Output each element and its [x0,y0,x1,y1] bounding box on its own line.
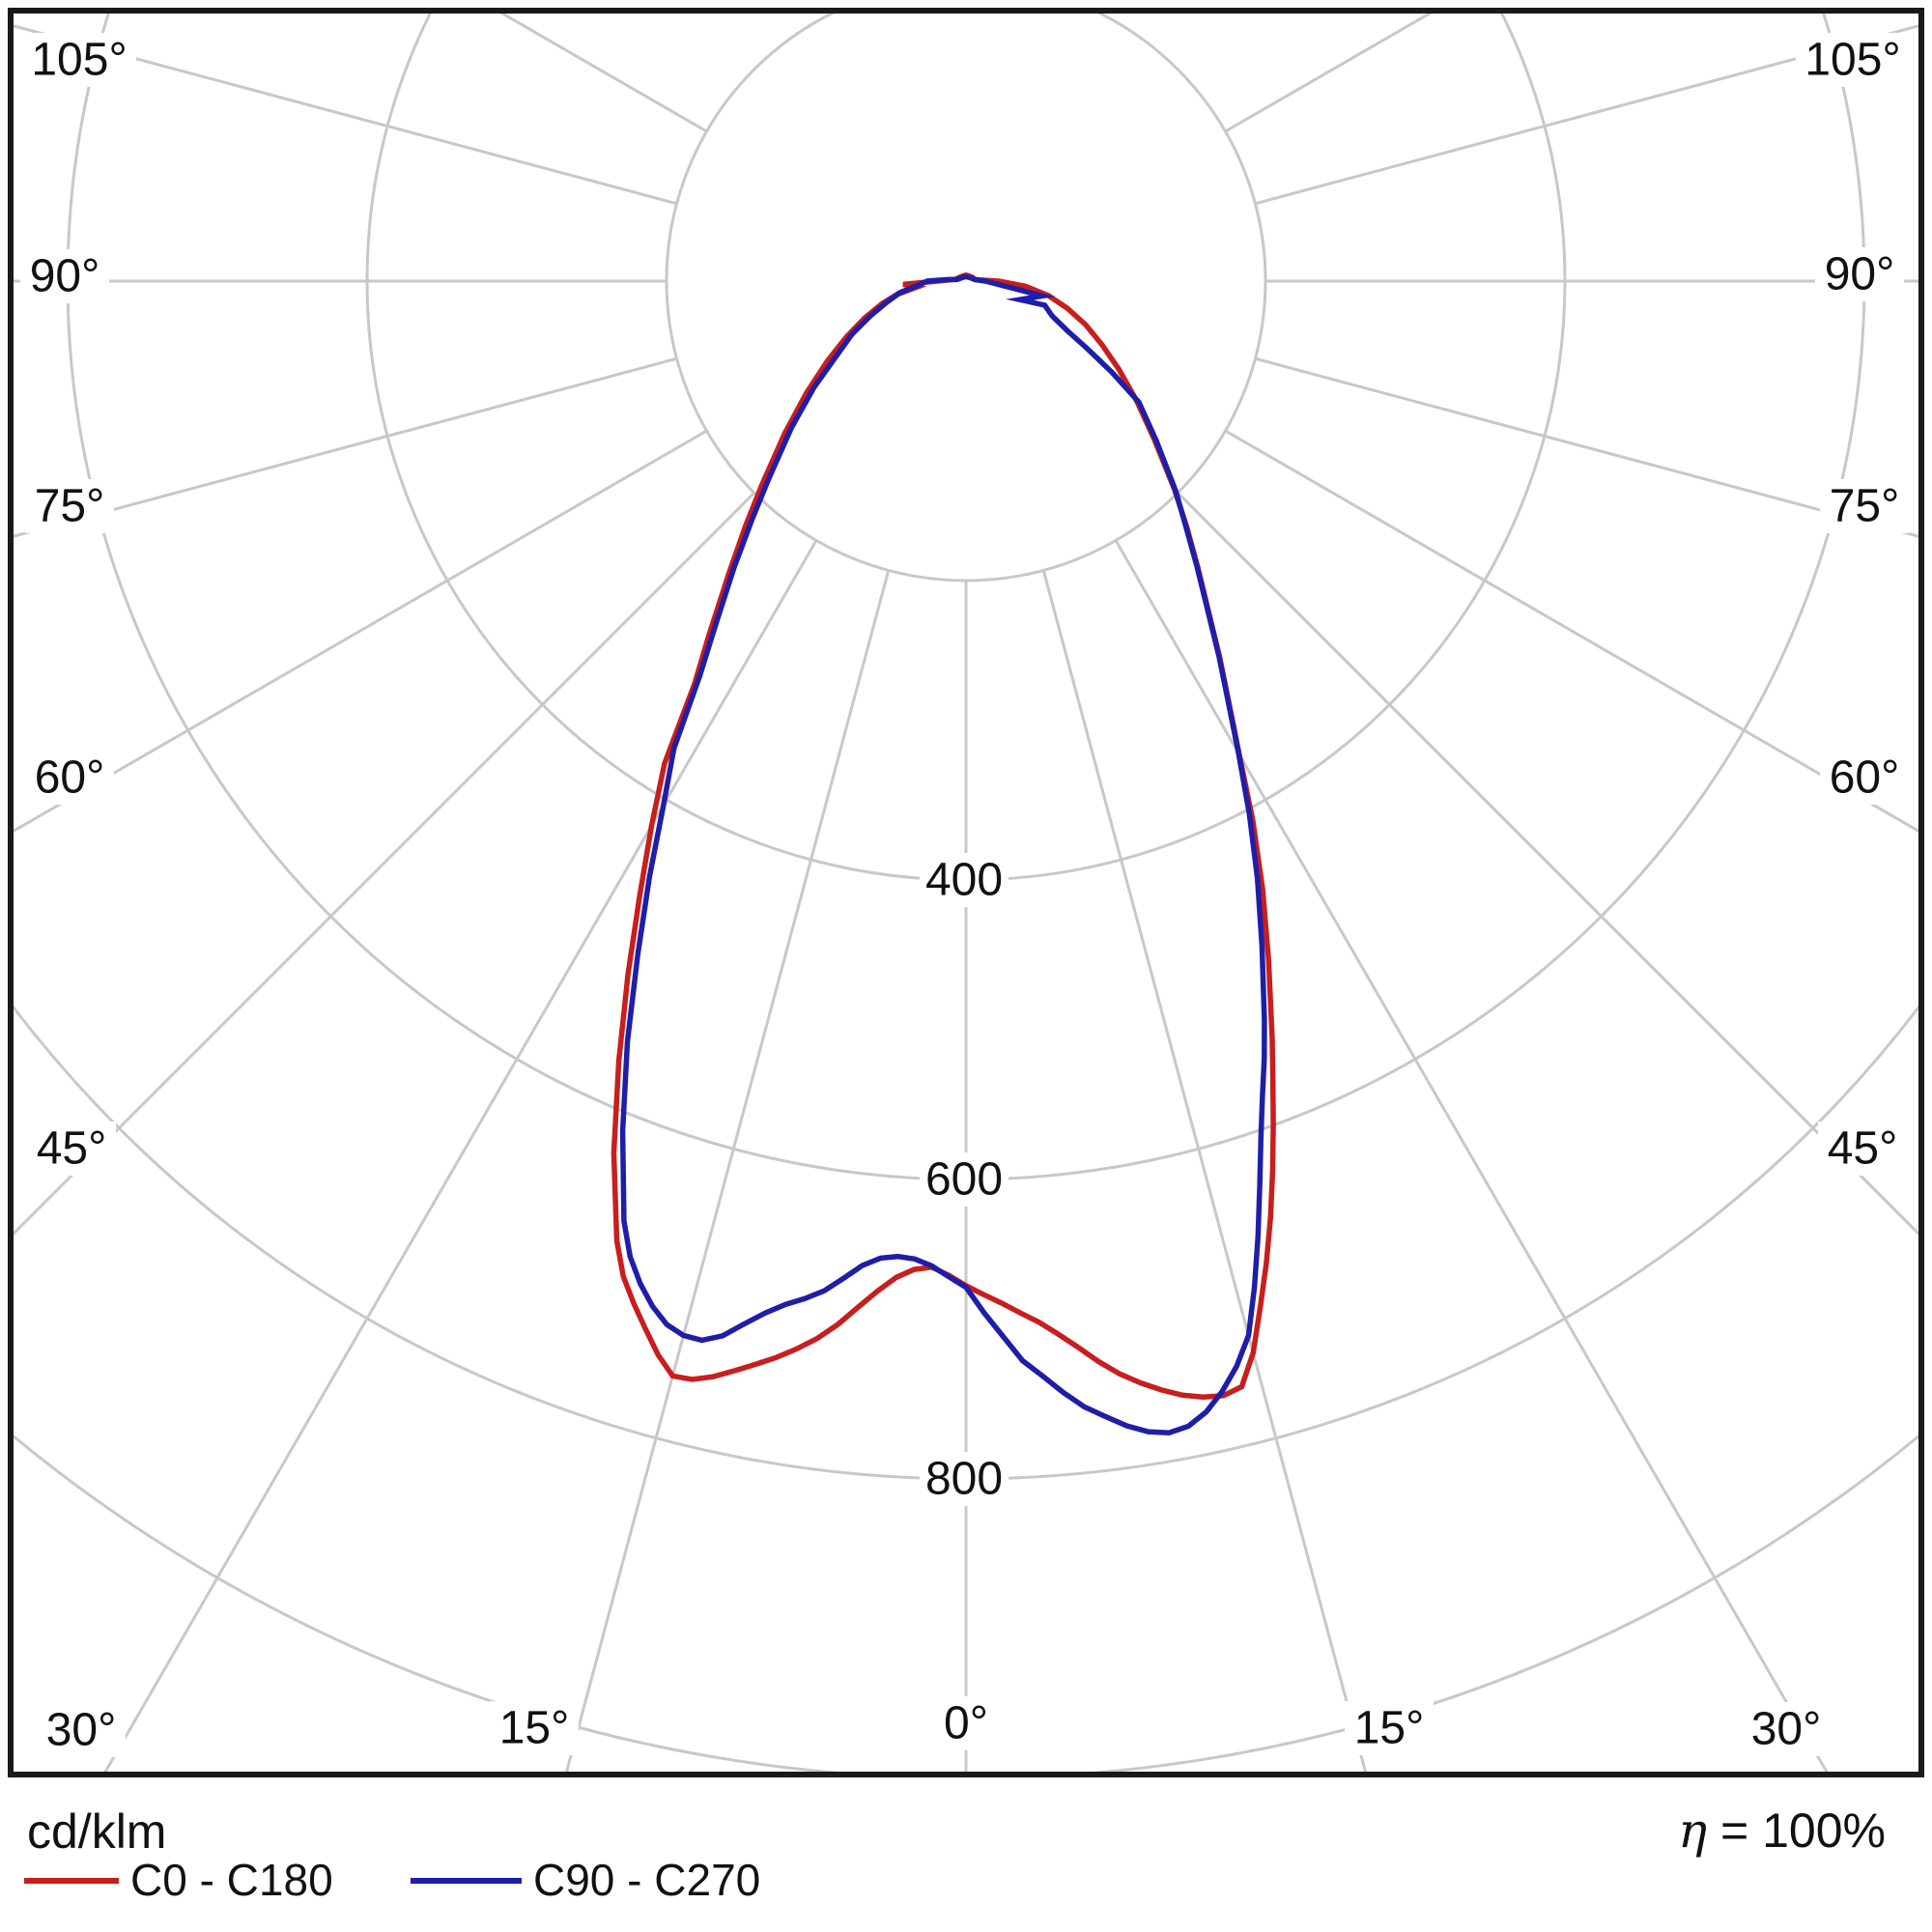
angle-label-5-30°-halo [37,1703,126,1757]
angle-label-13-90°: 90° [1825,249,1895,300]
angle-label-14-105°-halo [1796,33,1910,87]
angle-label-12-75°: 75° [1830,481,1900,532]
angle-label-11-60°: 60° [1830,753,1900,804]
grid-ray-R75 [1254,356,1918,538]
grid-ray-R30 [1114,538,1830,1774]
angle-label-9-30°-halo [1742,1702,1831,1756]
angle-label-10-45°-halo [1818,1122,1907,1176]
legend-label-c0-c180: C0 - C180 [130,1855,333,1905]
angle-label-9-30°: 30° [1751,1704,1822,1755]
grid-ray-L45 [14,491,756,1236]
legend: C0 - C180 C90 - C270 [24,1855,760,1905]
curves [611,272,1276,1435]
efficiency-label: η = 100% [1678,1803,1886,1859]
eta-value: = 100% [1707,1804,1886,1858]
eta-symbol: η [1678,1803,1707,1859]
angle-label-4-45°: 45° [37,1123,107,1175]
angle-label-6-15°-halo [490,1701,579,1755]
grid-ray-R45 [1176,491,1918,1236]
grid-ray-R60 [1223,429,1918,833]
ring-label-600-halo [920,1152,1009,1207]
angle-label-2-75°-halo [25,479,114,533]
angle-label-14-105°: 105° [1804,35,1900,86]
angle-label-6-15°: 15° [499,1703,570,1754]
angle-label-8-15°-halo [1345,1701,1434,1755]
curve-c90-c270 [619,273,1267,1435]
angle-label-0-105°-halo [22,33,136,87]
angle-label-0-105°: 105° [31,35,127,86]
angle-label-5-30°: 30° [46,1705,117,1756]
unit-label: cd/klm [27,1804,166,1859]
angle-label-10-45°: 45° [1828,1123,1898,1175]
ring-label-400-halo [920,853,1009,907]
angle-label-13-90°-halo [1815,247,1904,301]
grid-ray-R15 [1041,569,1368,1774]
angle-label-11-60°-halo [1820,751,1909,805]
ring-label-600: 600 [925,1154,1003,1206]
ring-label-800: 800 [925,1454,1003,1505]
angle-label-4-45°-halo [27,1122,116,1176]
angle-label-1-90°-halo [20,249,109,303]
grid-ray-L15 [564,569,891,1774]
legend-label-c90-c270: C90 - C270 [533,1855,760,1905]
angle-label-12-75°-halo [1820,479,1909,533]
angle-label-8-15°: 15° [1354,1703,1425,1754]
grid-ray-L60 [14,429,709,833]
grid-ray-L105 [14,24,678,206]
ring-label-400: 400 [925,855,1003,906]
grid-ray-R105 [1254,24,1918,206]
angle-label-3-60°: 60° [35,753,105,804]
angle-label-7-0°-halo [934,1696,998,1750]
chart-border [8,8,1924,1777]
angle-label-3-60°-halo [25,751,114,805]
grid-ray-L75 [14,356,678,538]
angle-label-7-0°: 0° [944,1698,988,1749]
angle-label-2-75°: 75° [35,481,105,532]
grid-ray-L30 [102,538,818,1774]
ring-label-800-halo [920,1452,1009,1506]
angle-label-1-90°: 90° [30,251,100,302]
